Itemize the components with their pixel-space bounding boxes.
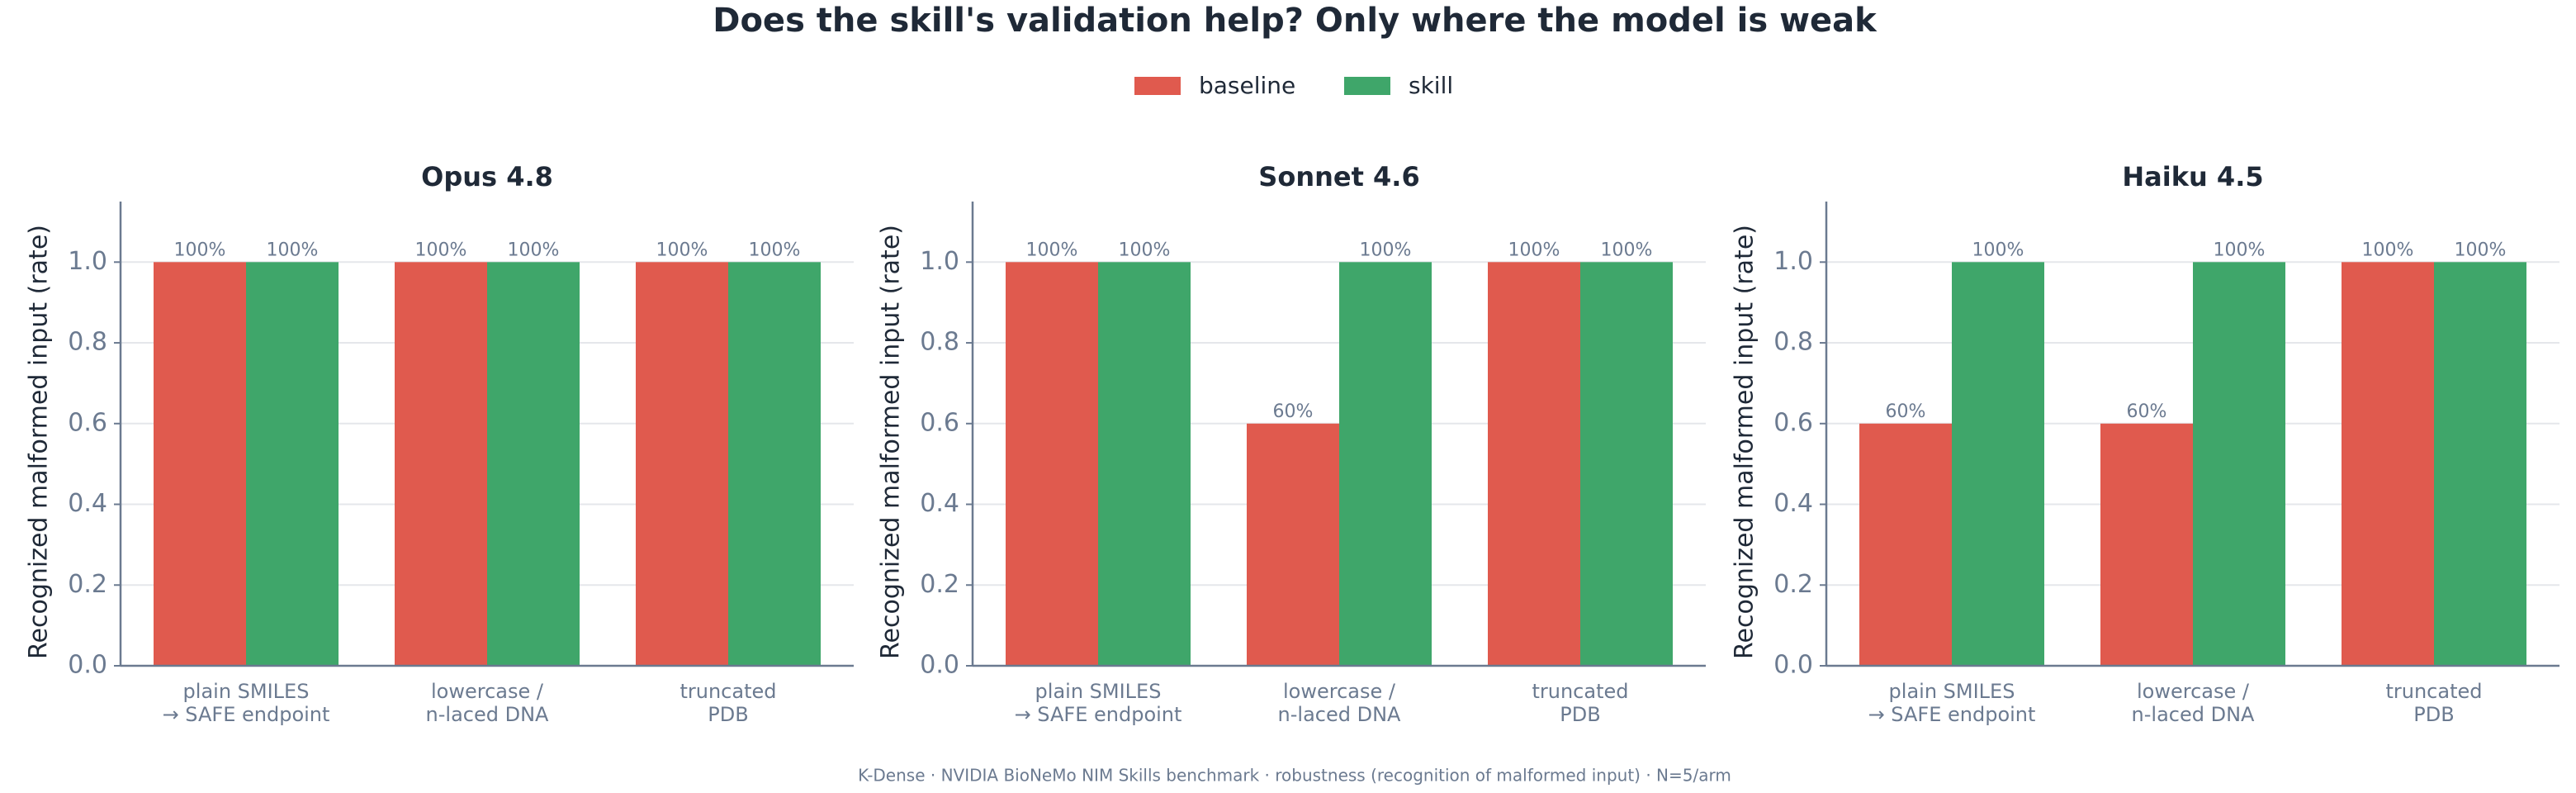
value-label: 100% xyxy=(1508,240,1560,260)
bar xyxy=(728,262,821,666)
bar xyxy=(636,262,728,666)
bar xyxy=(1580,262,1673,666)
y-tick-label: 0.0 xyxy=(68,651,107,680)
legend-label: baseline xyxy=(1199,72,1295,99)
bar xyxy=(1006,262,1098,666)
y-tick-label: 0.8 xyxy=(1773,328,1813,357)
value-label: 100% xyxy=(1119,240,1171,260)
subplot-title: Opus 4.8 xyxy=(421,161,553,192)
bar xyxy=(1098,262,1191,666)
y-tick-label: 0.4 xyxy=(68,489,107,518)
y-axis-label: Recognized malformed input (rate) xyxy=(1731,225,1759,659)
value-label: 100% xyxy=(1026,240,1078,260)
value-label: 100% xyxy=(174,240,226,260)
value-label: 100% xyxy=(2455,240,2507,260)
x-tick-label: lowercase / n-laced DNA xyxy=(426,680,550,726)
y-tick-label: 0.2 xyxy=(920,570,959,599)
value-label: 100% xyxy=(415,240,467,260)
bar xyxy=(1859,423,1952,666)
y-tick-label: 0.6 xyxy=(1773,408,1813,437)
bar xyxy=(2434,262,2526,666)
x-tick-label: plain SMILES → SAFE endpoint xyxy=(163,680,330,726)
bar xyxy=(395,262,487,666)
y-tick-label: 0.0 xyxy=(920,651,959,680)
bar xyxy=(246,262,339,666)
legend-label: skill xyxy=(1409,72,1453,99)
x-tick-label: plain SMILES → SAFE endpoint xyxy=(1868,680,2036,726)
y-tick-label: 0.8 xyxy=(68,328,107,357)
bar xyxy=(154,262,246,666)
y-tick-label: 1.0 xyxy=(920,247,959,276)
bar xyxy=(2342,262,2434,666)
bar xyxy=(2193,262,2285,666)
bar xyxy=(1952,262,2044,666)
y-tick-label: 0.4 xyxy=(920,489,959,518)
y-tick-label: 0.6 xyxy=(920,408,959,437)
bar xyxy=(2100,423,2193,666)
y-tick-label: 0.6 xyxy=(68,408,107,437)
y-tick-label: 0.4 xyxy=(1773,489,1813,518)
value-label: 60% xyxy=(1273,401,1314,422)
x-tick-label: lowercase / n-laced DNA xyxy=(2132,680,2256,726)
x-tick-label: lowercase / n-laced DNA xyxy=(1278,680,1402,726)
y-tick-label: 0.2 xyxy=(1773,570,1813,599)
y-tick-label: 0.8 xyxy=(920,328,959,357)
value-label: 100% xyxy=(1360,240,1412,260)
y-tick-label: 1.0 xyxy=(1773,247,1813,276)
x-tick-label: truncated PDB xyxy=(2385,680,2482,726)
value-label: 100% xyxy=(656,240,708,260)
y-tick-label: 1.0 xyxy=(68,247,107,276)
value-label: 100% xyxy=(749,240,801,260)
value-label: 100% xyxy=(1601,240,1653,260)
x-tick-label: truncated PDB xyxy=(680,680,776,726)
legend-swatch xyxy=(1134,77,1181,95)
bar xyxy=(1488,262,1580,666)
y-axis-label: Recognized malformed input (rate) xyxy=(25,225,54,659)
subplot-title: Sonnet 4.6 xyxy=(1258,161,1419,192)
legend-swatch xyxy=(1344,77,1390,95)
y-tick-label: 0.2 xyxy=(68,570,107,599)
value-label: 100% xyxy=(267,240,319,260)
y-tick-label: 0.0 xyxy=(1773,651,1813,680)
bar xyxy=(1339,262,1432,666)
subplot-title: Haiku 4.5 xyxy=(2122,161,2263,192)
value-label: 60% xyxy=(1886,401,1926,422)
value-label: 100% xyxy=(1972,240,2024,260)
x-tick-label: plain SMILES → SAFE endpoint xyxy=(1015,680,1182,726)
x-tick-label: truncated PDB xyxy=(1532,680,1628,726)
footnote: K-Dense · NVIDIA BioNeMo NIM Skills benc… xyxy=(858,766,1731,786)
bar xyxy=(1247,423,1339,666)
y-axis-label: Recognized malformed input (rate) xyxy=(877,225,906,659)
figure-title: Does the skill's validation help? Only w… xyxy=(713,2,1878,40)
value-label: 100% xyxy=(2362,240,2414,260)
value-label: 100% xyxy=(2214,240,2266,260)
value-label: 60% xyxy=(2127,401,2167,422)
bar xyxy=(487,262,580,666)
value-label: 100% xyxy=(508,240,560,260)
